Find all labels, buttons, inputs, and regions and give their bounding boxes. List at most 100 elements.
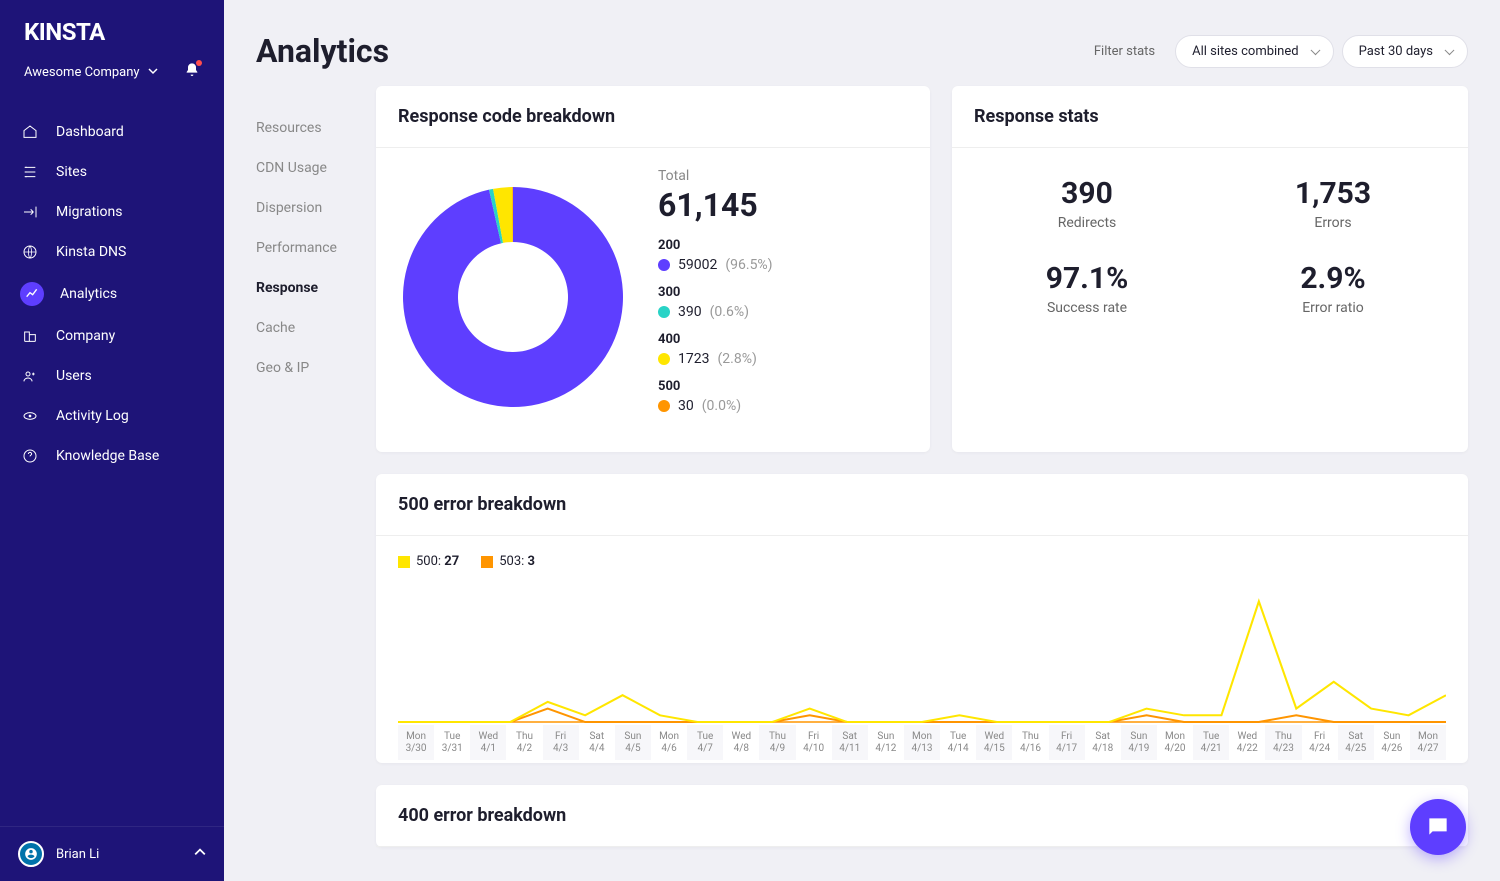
subnav-cache[interactable]: Cache: [256, 308, 376, 348]
subnav-resources[interactable]: Resources: [256, 108, 376, 148]
legend-200: 200 59002 (96.5%): [658, 238, 908, 273]
nav-analytics[interactable]: Analytics: [0, 272, 224, 316]
x-tick: Tue4/21: [1193, 725, 1229, 760]
period-select[interactable]: Past 30 days: [1342, 35, 1468, 68]
donut-legend: Total 61,145 200 59002 (96.5%) 300 390 (0.6%)…: [658, 168, 908, 426]
card-title: Response code breakdown: [376, 86, 930, 148]
users-icon: [20, 366, 40, 386]
stat-error-ratio: 2.9% Error ratio: [1220, 261, 1446, 316]
x-tick: Wed4/15: [976, 725, 1012, 760]
x-tick: Mon4/27: [1410, 725, 1446, 760]
subnav-geo-ip[interactable]: Geo & IP: [256, 348, 376, 388]
nav-dashboard[interactable]: Dashboard: [0, 112, 224, 152]
analytics-icon: [20, 282, 44, 306]
subnav-response[interactable]: Response: [256, 268, 376, 308]
x-tick: Tue3/31: [434, 725, 470, 760]
x-tick: Sun4/12: [868, 725, 904, 760]
legend-value: 390: [678, 304, 702, 320]
stat-label: Error ratio: [1220, 300, 1446, 316]
swatch-icon: [658, 400, 670, 412]
nav-label: Migrations: [56, 204, 123, 220]
company-name[interactable]: Awesome Company: [24, 65, 140, 80]
subnav: ResourcesCDN UsageDispersionPerformanceR…: [256, 86, 376, 847]
error-500-legend: 500: 27503: 3: [398, 554, 1446, 569]
nav: Dashboard Sites Migrations Kinsta DNS Analyt…: [0, 100, 224, 826]
stat-value: 2.9%: [1220, 261, 1446, 296]
subnav-dispersion[interactable]: Dispersion: [256, 188, 376, 228]
nav-label: Dashboard: [56, 124, 124, 140]
nav-label: Analytics: [60, 286, 117, 302]
response-stats-card: Response stats 390Redirects1,753Errors97…: [952, 86, 1468, 452]
stat-errors: 1,753Errors: [1220, 176, 1446, 231]
x-tick: Mon4/6: [651, 725, 687, 760]
x-tick: Fri4/17: [1049, 725, 1085, 760]
chevron-up-icon[interactable]: [194, 846, 206, 862]
subnav-cdn-usage[interactable]: CDN Usage: [256, 148, 376, 188]
dns-icon: [20, 242, 40, 262]
nav-sites[interactable]: Sites: [0, 152, 224, 192]
notifications-icon[interactable]: [184, 62, 200, 82]
swatch-icon: [398, 556, 410, 568]
x-tick: Thu4/2: [506, 725, 542, 760]
sidebar: KINSTA Awesome Company DashboardSitesMig…: [0, 0, 224, 881]
x-tick: Sat4/4: [579, 725, 615, 760]
stat-success-rate: 97.1% Success rate: [974, 261, 1200, 316]
nav-migrations[interactable]: Migrations: [0, 192, 224, 232]
nav-knowledge-base[interactable]: Knowledge Base: [0, 436, 224, 476]
legend-value: 1723: [678, 351, 709, 367]
x-tick: Sat4/11: [832, 725, 868, 760]
stat-label: Success rate: [974, 300, 1200, 316]
nav-label: Users: [56, 368, 92, 384]
x-tick: Fri4/24: [1302, 725, 1338, 760]
swatch-icon: [658, 306, 670, 318]
legend-code: 200: [658, 238, 908, 253]
sites-select[interactable]: All sites combined: [1175, 35, 1333, 68]
legend-code: 400: [658, 332, 908, 347]
filter-label: Filter stats: [1094, 44, 1155, 59]
legend-pct: (0.0%): [702, 398, 741, 414]
subnav-performance[interactable]: Performance: [256, 228, 376, 268]
chat-fab[interactable]: [1410, 799, 1466, 855]
card-title: 500 error breakdown: [376, 474, 1468, 536]
kb-icon: [20, 446, 40, 466]
card-title: 400 error breakdown: [376, 785, 1468, 847]
user-row[interactable]: Brian Li: [0, 826, 224, 881]
error-500-chart: Mon3/30Tue3/31Wed4/1Thu4/2Fri4/3Sat4/4Su…: [398, 585, 1446, 755]
legend-code: 500: [658, 379, 908, 394]
nav-label: Company: [56, 328, 115, 344]
chevron-down-icon[interactable]: [148, 65, 158, 80]
legend-500: 500 30 (0.0%): [658, 379, 908, 414]
legend-400: 400 1723 (2.8%): [658, 332, 908, 367]
swatch-icon: [658, 353, 670, 365]
response-code-card: Response code breakdown Total 61,145 200…: [376, 86, 930, 452]
x-tick: Thu4/9: [759, 725, 795, 760]
nav-label: Kinsta DNS: [56, 244, 126, 260]
nav-kinsta-dns[interactable]: Kinsta DNS: [0, 232, 224, 272]
legend-value: 59002: [678, 257, 717, 273]
x-tick: Sun4/5: [615, 725, 651, 760]
stat-label: Errors: [1220, 215, 1446, 231]
page-title: Analytics: [256, 32, 1094, 70]
x-tick: Wed4/1: [470, 725, 506, 760]
donut-chart: [398, 182, 628, 412]
avatar: [18, 841, 44, 867]
legend-value: 30: [678, 398, 694, 414]
legend-pct: (2.8%): [717, 351, 756, 367]
x-tick: Fri4/3: [543, 725, 579, 760]
nav-label: Knowledge Base: [56, 448, 159, 464]
x-tick: Fri4/10: [796, 725, 832, 760]
nav-company[interactable]: Company: [0, 316, 224, 356]
legend-pct: (96.5%): [725, 257, 772, 273]
x-tick: Wed4/22: [1229, 725, 1265, 760]
nav-users[interactable]: Users: [0, 356, 224, 396]
legend-code: 300: [658, 285, 908, 300]
total-value: 61,145: [658, 186, 908, 224]
x-tick: Thu4/23: [1265, 725, 1301, 760]
total-label: Total: [658, 168, 908, 184]
legend-pct: (0.6%): [710, 304, 749, 320]
x-tick: Sun4/26: [1374, 725, 1410, 760]
stat-value: 97.1%: [974, 261, 1200, 296]
x-tick: Sat4/18: [1085, 725, 1121, 760]
topbar: Analytics Filter stats All sites combine…: [224, 0, 1500, 86]
nav-activity-log[interactable]: Activity Log: [0, 396, 224, 436]
